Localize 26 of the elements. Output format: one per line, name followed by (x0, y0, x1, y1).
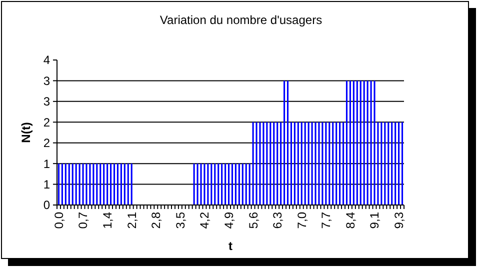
x-tick-label: 9,1 (368, 212, 382, 229)
x-tick-label: 1,4 (100, 212, 115, 229)
y-tick-label: 3 (43, 74, 50, 88)
y-tick-label: 3 (43, 94, 50, 109)
x-tick-label: 2,8 (149, 212, 164, 229)
x-tick-label: 4,2 (198, 212, 212, 229)
x-tick-label: 8,4 (343, 212, 358, 229)
x-tick-label: 7,0 (294, 212, 309, 229)
y-tick-label: 0 (43, 198, 50, 212)
y-tick-label: 1 (43, 177, 50, 192)
x-tick-label: 3,5 (173, 212, 188, 229)
y-tick-label: 4 (43, 53, 50, 68)
x-tick-label: 0,7 (76, 212, 90, 229)
y-tick-label: 2 (43, 136, 50, 150)
x-tick-label: 9,3 (392, 212, 406, 229)
x-axis-title: t (228, 239, 232, 253)
x-tick-label: 4,9 (222, 212, 236, 229)
y-tick-label: 1 (43, 156, 50, 171)
x-tick-label: 7,7 (319, 212, 334, 229)
x-tick-label: 0,0 (52, 212, 66, 229)
chart-title: Variation du nombre d'usagers (160, 13, 322, 27)
x-tick-label: 6,3 (270, 212, 285, 229)
x-tick-label: 2,1 (124, 212, 139, 229)
y-axis-title: N(t) (19, 122, 33, 143)
y-tick-label: 2 (43, 115, 50, 130)
x-tick-label: 5,6 (246, 212, 260, 229)
